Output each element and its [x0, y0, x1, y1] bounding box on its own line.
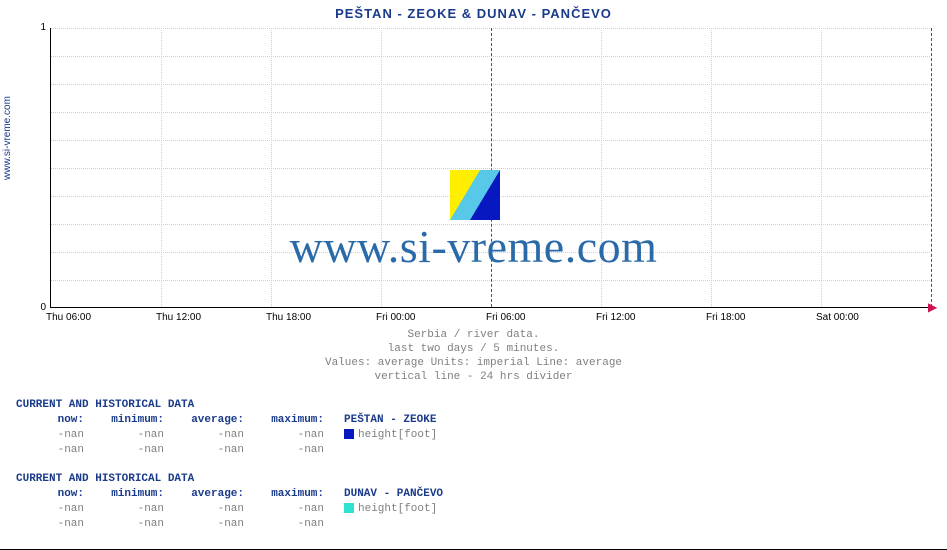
chart-caption: Serbia / river data. last two days / 5 m…	[0, 328, 947, 384]
col-label: DUNAV - PANČEVO	[324, 487, 544, 502]
col-max: maximum:	[244, 487, 324, 502]
val-min: -nan	[84, 502, 164, 517]
col-min: minimum:	[84, 487, 164, 502]
val-label: height[foot]	[324, 428, 544, 443]
val-now: -nan	[16, 428, 84, 443]
val-min: -nan	[84, 517, 164, 532]
val-avg: -nan	[164, 443, 244, 458]
val-avg: -nan	[164, 502, 244, 517]
y-tick-label: 0	[34, 302, 46, 313]
y-tick-label: 1	[34, 22, 46, 33]
data-row: -nan-nan-nan-nan	[16, 517, 544, 532]
data-block-title: CURRENT AND HISTORICAL DATA	[16, 472, 544, 487]
val-max: -nan	[244, 428, 324, 443]
col-avg: average:	[164, 413, 244, 428]
x-tick-label: Fri 12:00	[596, 312, 656, 323]
val-min: -nan	[84, 443, 164, 458]
val-max: -nan	[244, 443, 324, 458]
series-swatch	[344, 429, 354, 439]
data-block-title: CURRENT AND HISTORICAL DATA	[16, 398, 544, 413]
x-tick-label: Sat 00:00	[816, 312, 876, 323]
x-tick-label: Thu 12:00	[156, 312, 216, 323]
series-swatch	[344, 503, 354, 513]
x-tick-label: Fri 00:00	[376, 312, 436, 323]
col-label: PEŠTAN - ZEOKE	[324, 413, 544, 428]
watermark-logo	[450, 170, 500, 220]
watermark-text: www.si-vreme.com	[0, 220, 947, 273]
data-row: -nan-nan-nan-nanheight[foot]	[16, 502, 544, 517]
x-tick-label: Thu 06:00	[46, 312, 106, 323]
data-block: CURRENT AND HISTORICAL DATAnow:minimum:a…	[16, 398, 544, 458]
data-block-headers: now:minimum:average:maximum:PEŠTAN - ZEO…	[16, 413, 544, 428]
x-tick-label: Fri 06:00	[486, 312, 546, 323]
chart-title: PEŠTAN - ZEOKE & DUNAV - PANČEVO	[0, 6, 947, 21]
site-label-vertical: www.si-vreme.com	[2, 96, 13, 180]
val-min: -nan	[84, 428, 164, 443]
val-max: -nan	[244, 502, 324, 517]
col-avg: average:	[164, 487, 244, 502]
col-now: now:	[16, 413, 84, 428]
caption-line: vertical line - 24 hrs divider	[0, 370, 947, 384]
val-avg: -nan	[164, 517, 244, 532]
val-now: -nan	[16, 517, 84, 532]
caption-line: Serbia / river data.	[0, 328, 947, 342]
x-axis-arrow-icon: ▶	[928, 303, 937, 311]
data-block-headers: now:minimum:average:maximum:DUNAV - PANČ…	[16, 487, 544, 502]
val-now: -nan	[16, 443, 84, 458]
val-avg: -nan	[164, 428, 244, 443]
data-block: CURRENT AND HISTORICAL DATAnow:minimum:a…	[16, 472, 544, 532]
val-label: height[foot]	[324, 502, 544, 517]
col-now: now:	[16, 487, 84, 502]
x-tick-label: Thu 18:00	[266, 312, 326, 323]
data-row: -nan-nan-nan-nanheight[foot]	[16, 428, 544, 443]
caption-line: last two days / 5 minutes.	[0, 342, 947, 356]
col-max: maximum:	[244, 413, 324, 428]
chart-container: www.si-vreme.com PEŠTAN - ZEOKE & DUNAV …	[0, 0, 947, 550]
x-tick-label: Fri 18:00	[706, 312, 766, 323]
col-min: minimum:	[84, 413, 164, 428]
caption-line: Values: average Units: imperial Line: av…	[0, 356, 947, 370]
val-now: -nan	[16, 502, 84, 517]
data-row: -nan-nan-nan-nan	[16, 443, 544, 458]
val-max: -nan	[244, 517, 324, 532]
